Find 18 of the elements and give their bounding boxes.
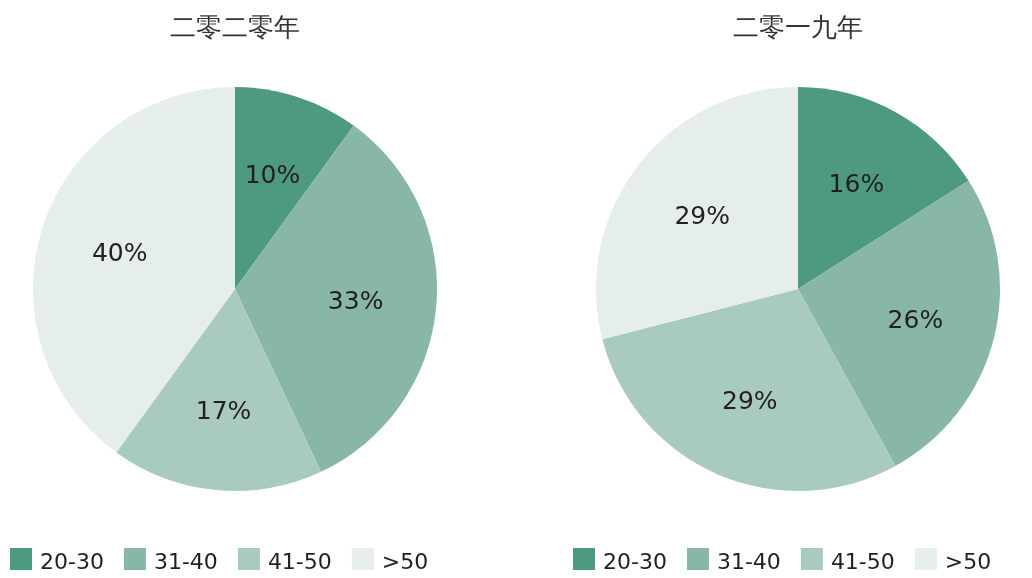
legend-label: >50 bbox=[381, 549, 429, 574]
legend-label: >50 bbox=[944, 549, 992, 574]
legend-label: 20-30 bbox=[603, 549, 667, 574]
data-label: 29% bbox=[674, 200, 731, 230]
data-label: 26% bbox=[887, 305, 944, 335]
data-label: 33% bbox=[327, 286, 384, 316]
data-label: 40% bbox=[91, 237, 148, 267]
legend-label: 20-30 bbox=[40, 549, 104, 574]
legend-label: 31-40 bbox=[153, 549, 218, 574]
data-label: 10% bbox=[244, 159, 301, 189]
chart-title: 二零二零年 bbox=[170, 12, 300, 42]
data-label: 29% bbox=[722, 386, 778, 416]
chart-title: 二零一九年 bbox=[733, 12, 863, 42]
data-label: 17% bbox=[195, 395, 252, 425]
legend-label: 31-40 bbox=[716, 549, 781, 574]
legend-label: 41-50 bbox=[830, 549, 895, 574]
legend-label: 41-50 bbox=[267, 549, 332, 574]
data-label: 16% bbox=[828, 168, 885, 198]
